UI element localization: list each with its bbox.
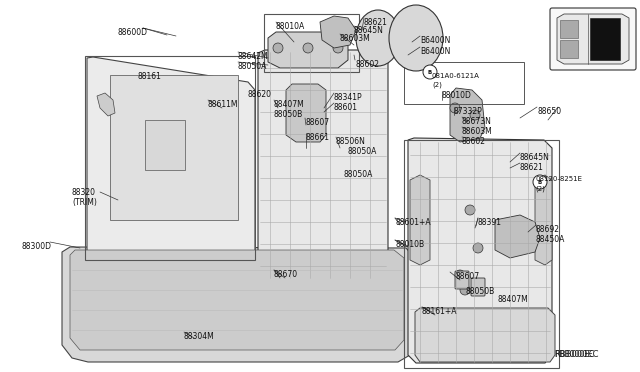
Text: 88050A: 88050A [348,147,378,156]
Text: 88621: 88621 [364,18,388,27]
Text: 88602: 88602 [355,60,379,69]
Text: 88673N: 88673N [462,117,492,126]
Text: 88620: 88620 [247,90,271,99]
Polygon shape [495,215,540,258]
Text: 88050A: 88050A [344,170,373,179]
Text: 88010A: 88010A [276,22,305,31]
Polygon shape [590,18,620,60]
FancyBboxPatch shape [471,278,485,296]
Text: (TRIM): (TRIM) [72,198,97,207]
Ellipse shape [389,5,443,71]
Text: 081A0-6121A: 081A0-6121A [432,73,480,79]
Circle shape [533,175,547,189]
Polygon shape [62,247,415,362]
Text: 88607: 88607 [456,272,480,281]
Text: 88661: 88661 [306,133,330,142]
Text: 87332P: 87332P [454,107,483,116]
Polygon shape [408,138,552,363]
Bar [560,40,578,58]
Circle shape [473,243,483,253]
Polygon shape [535,175,552,265]
Text: 88607: 88607 [305,118,329,127]
Text: 88341P: 88341P [334,93,363,102]
Text: 88506N: 88506N [336,137,366,146]
Text: 88050B: 88050B [274,110,303,119]
Text: B6400N: B6400N [420,36,451,45]
Polygon shape [110,75,238,220]
Text: 88603M: 88603M [462,127,493,136]
Polygon shape [97,93,115,116]
Text: 88600D: 88600D [118,28,148,37]
FancyBboxPatch shape [550,8,636,70]
Text: 88601+A: 88601+A [395,218,431,227]
Text: 88050B: 88050B [465,287,494,296]
Text: RBB000EC: RBB000EC [554,350,595,359]
Bar [85,56,255,260]
Text: RBB000EC: RBB000EC [554,350,598,359]
Circle shape [460,285,470,295]
Ellipse shape [356,10,400,66]
Bar [404,140,559,368]
Text: 88010B: 88010B [395,240,424,249]
Text: 88670: 88670 [274,270,298,279]
Text: B6400N: B6400N [420,47,451,56]
Text: 88603M: 88603M [340,34,371,43]
Text: 88161: 88161 [138,72,162,81]
Circle shape [303,43,313,53]
Circle shape [455,270,465,280]
Circle shape [273,43,283,53]
Text: 88650: 88650 [537,107,561,116]
Polygon shape [557,14,629,64]
Text: (2): (2) [535,185,545,192]
Text: B: B [428,70,432,74]
Circle shape [470,110,480,120]
Text: 88407M: 88407M [497,295,528,304]
Polygon shape [415,308,555,362]
Text: 88601: 88601 [334,103,358,112]
Circle shape [423,65,437,79]
Polygon shape [410,175,430,265]
Text: 88161+A: 88161+A [422,307,458,316]
Polygon shape [70,250,404,350]
Text: 88450A: 88450A [536,235,565,244]
Bar [264,14,359,72]
Text: 88692: 88692 [536,225,560,234]
Text: 88407M: 88407M [274,100,305,109]
Text: 88320: 88320 [72,188,96,197]
Text: 08120-8251E: 08120-8251E [535,176,582,182]
Text: 88602: 88602 [462,137,486,146]
Text: 88642M: 88642M [238,52,269,61]
Text: (2): (2) [432,82,442,89]
FancyBboxPatch shape [455,271,469,289]
Bar [560,20,578,38]
Polygon shape [320,16,356,48]
Circle shape [465,205,475,215]
Circle shape [450,103,460,113]
Text: 88300D: 88300D [22,242,52,251]
Polygon shape [258,50,388,278]
Text: 88645N: 88645N [354,26,384,35]
Text: 88304M: 88304M [184,332,215,341]
Text: 88010D: 88010D [442,91,472,100]
Polygon shape [450,88,485,142]
Polygon shape [268,32,348,68]
Polygon shape [87,57,255,260]
Polygon shape [286,84,326,142]
Text: B: B [538,180,542,185]
Text: 88645N: 88645N [520,153,550,162]
Circle shape [333,43,343,53]
Text: 88391: 88391 [478,218,502,227]
Polygon shape [145,120,185,170]
Bar [404,62,524,104]
Text: 88621: 88621 [520,163,544,172]
Text: 88611M: 88611M [208,100,239,109]
Text: 88050A: 88050A [238,62,268,71]
